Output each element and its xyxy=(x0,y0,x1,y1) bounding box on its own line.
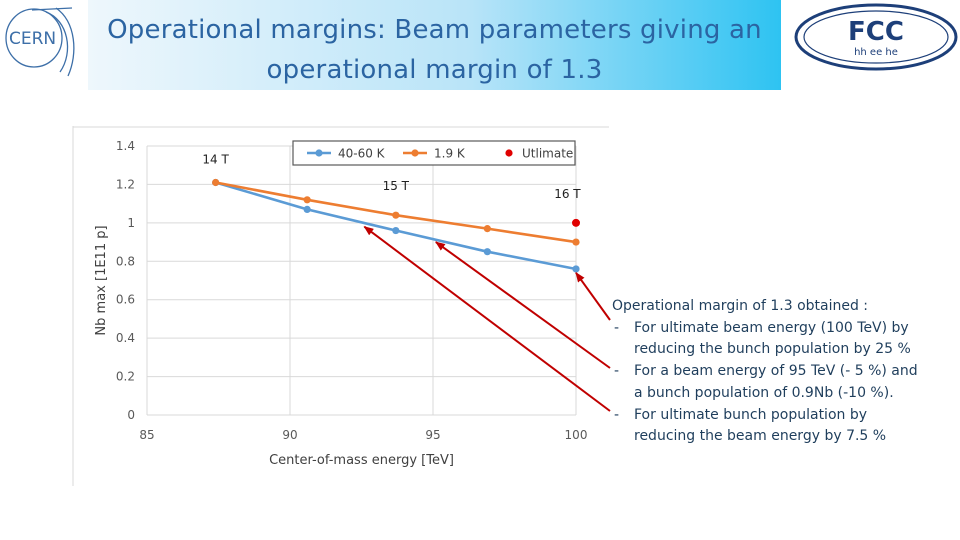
slide-title: Operational margins: Beam parameters giv… xyxy=(88,10,781,90)
x-tick-label: 95 xyxy=(425,428,440,442)
note-2-line-2: a bunch population of 0.9Nb (-10 %). xyxy=(634,384,894,401)
magnet-field-label: 16 T xyxy=(554,187,581,201)
note-1-line-2: reducing the bunch population by 25 % xyxy=(634,341,911,358)
y-tick-label: 1.4 xyxy=(116,139,135,153)
data-point xyxy=(212,178,220,187)
note-1-dash: - xyxy=(614,319,620,336)
series-3 xyxy=(572,218,580,227)
x-tick-label: 85 xyxy=(139,428,154,442)
legend-marker xyxy=(411,149,419,157)
data-point xyxy=(392,226,400,235)
nb-max-vs-energy-chart: 0 0.2 0.4 0.6 0.8 1 1.2 1.4 85 90 95 100 Nb max [1E… xyxy=(71,126,611,488)
x-tick-label: 100 xyxy=(565,428,588,442)
cern-logo: CERN xyxy=(5,7,75,77)
note-2-line-1: For a beam energy of 95 TeV (- 5 %) and xyxy=(634,363,918,380)
legend-label: 40-60 K xyxy=(338,147,386,161)
x-axis-label: Center-of-mass energy [TeV] xyxy=(269,453,454,468)
slide-title-line-2: operational margin of 1.3 xyxy=(266,55,603,85)
chart-tick-labels: 0 0.2 0.4 0.6 0.8 1 1.2 1.4 85 90 95 100 xyxy=(116,139,588,442)
note-3-dash: - xyxy=(614,406,620,423)
data-point xyxy=(392,211,400,219)
y-tick-label: 0.8 xyxy=(116,254,135,268)
fcc-logo-text: FCC xyxy=(848,17,904,47)
y-axis-label: Nb max [1E11 p] xyxy=(94,225,109,335)
y-tick-label: 0.6 xyxy=(116,293,135,307)
note-3-line-1: For ultimate bunch population by xyxy=(634,406,868,423)
cern-logo-text: CERN xyxy=(9,29,56,49)
note-item-3: - For ultimate bunch population by reduc… xyxy=(612,405,960,448)
note-item-1: - For ultimate beam energy (100 TeV) by … xyxy=(612,318,960,361)
y-tick-label: 0.4 xyxy=(116,331,135,345)
y-tick-label: 0.2 xyxy=(116,370,135,384)
legend-label: 1.9 K xyxy=(434,147,466,161)
note-2-dash: - xyxy=(614,363,620,380)
x-tick-label: 90 xyxy=(282,428,297,442)
legend-label: Utlimate xyxy=(522,147,573,161)
slide-title-line-1: Operational margins: Beam parameters giv… xyxy=(107,15,762,45)
notes-heading: Operational margin of 1.3 obtained : xyxy=(612,298,869,314)
data-point xyxy=(303,196,311,204)
magnet-field-label: 14 T xyxy=(202,152,229,166)
y-tick-label: 0 xyxy=(127,408,135,422)
data-point xyxy=(303,205,311,214)
y-tick-label: 1.2 xyxy=(116,177,135,191)
note-1-line-1: For ultimate beam energy (100 TeV) by xyxy=(634,319,909,336)
fcc-logo: FCC hh ee he xyxy=(794,3,958,71)
y-tick-label: 1 xyxy=(127,216,135,230)
fcc-logo-subtext: hh ee he xyxy=(854,47,898,58)
note-3-line-2: reducing the beam energy by 7.5 % xyxy=(634,428,887,445)
chart-annotations: 14 T 15 T 16 T xyxy=(202,152,581,201)
note-item-2: - For a beam energy of 95 TeV (- 5 %) an… xyxy=(612,361,960,404)
margin-notes: Operational margin of 1.3 obtained : - F… xyxy=(612,296,960,448)
data-point xyxy=(483,248,491,256)
legend-marker xyxy=(505,149,513,157)
title-banner xyxy=(88,0,781,90)
magnet-field-label: 15 T xyxy=(383,179,410,193)
legend-box xyxy=(292,140,576,166)
data-point xyxy=(483,225,491,233)
data-point xyxy=(572,265,580,273)
legend-marker xyxy=(315,149,323,157)
chart-legend: 40-60 K 1.9 K Utlimate xyxy=(292,140,576,166)
data-point xyxy=(572,218,580,227)
data-point xyxy=(572,238,580,246)
